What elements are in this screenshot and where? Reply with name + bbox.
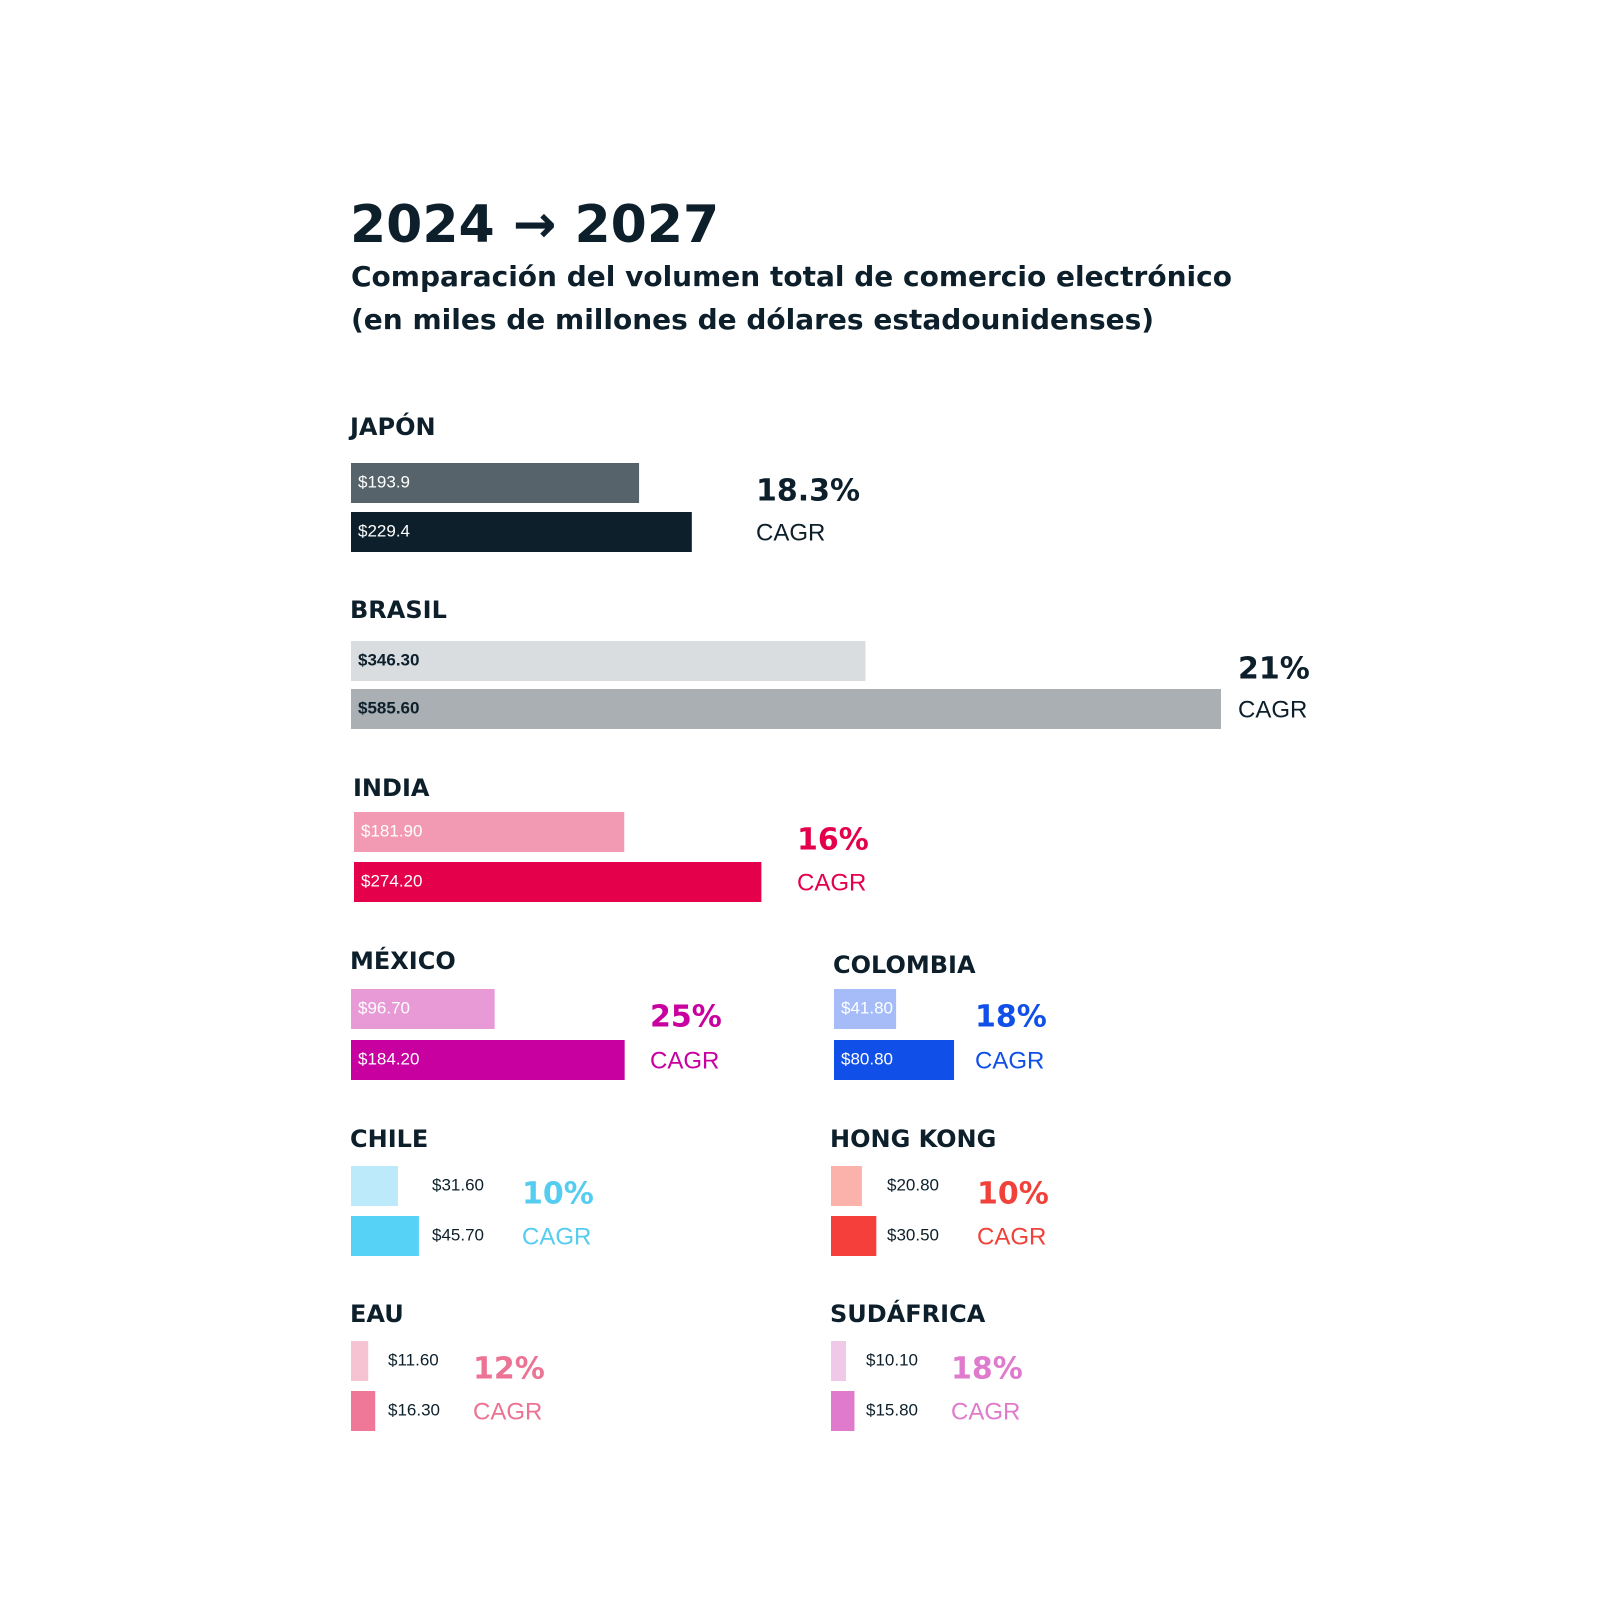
bar bbox=[351, 1216, 419, 1256]
bar bbox=[831, 1341, 847, 1381]
bar bbox=[351, 989, 495, 1029]
bar bbox=[831, 1166, 862, 1206]
panel-title: SUDÁFRICA bbox=[830, 1299, 986, 1328]
cagr-value: 18% bbox=[951, 1352, 1023, 1387]
title: 2024 → 2027 bbox=[350, 195, 719, 255]
value-label: $20.80 bbox=[887, 1175, 939, 1194]
bar bbox=[834, 1040, 955, 1080]
bar bbox=[351, 689, 1221, 729]
bar bbox=[831, 1391, 855, 1431]
value-label: $45.70 bbox=[432, 1225, 484, 1244]
subtitle: (en miles de millones de dólares estadou… bbox=[351, 303, 1154, 336]
bar bbox=[351, 1341, 369, 1381]
panel-title: INDIA bbox=[353, 774, 430, 802]
bar bbox=[351, 1391, 376, 1431]
cagr-value: 18.3% bbox=[756, 474, 860, 509]
panel-title: COLOMBIA bbox=[833, 951, 976, 979]
value-label: $184.20 bbox=[358, 1049, 419, 1068]
bar bbox=[351, 512, 692, 552]
bar bbox=[351, 463, 640, 503]
cagr-value: 10% bbox=[977, 1177, 1049, 1212]
cagr-label: CAGR bbox=[977, 1223, 1046, 1250]
value-label: $229.4 bbox=[358, 521, 410, 540]
cagr-label: CAGR bbox=[522, 1223, 591, 1250]
value-label: $16.30 bbox=[388, 1400, 440, 1419]
value-label: $346.30 bbox=[358, 650, 419, 669]
cagr-label: CAGR bbox=[951, 1398, 1020, 1425]
panel-title: EAU bbox=[350, 1300, 404, 1328]
subtitle: Comparación del volumen total de comerci… bbox=[351, 260, 1232, 293]
panel-title: HONG KONG bbox=[830, 1125, 996, 1153]
value-label: $96.70 bbox=[358, 998, 410, 1017]
bar bbox=[831, 1216, 877, 1256]
bar bbox=[354, 862, 762, 902]
cagr-label: CAGR bbox=[797, 869, 866, 896]
panel-title: JAPÓN bbox=[348, 411, 436, 441]
bar bbox=[351, 1040, 625, 1080]
value-label: $15.80 bbox=[866, 1400, 918, 1419]
value-label: $193.9 bbox=[358, 472, 410, 491]
cagr-label: CAGR bbox=[756, 519, 825, 546]
bar bbox=[351, 641, 866, 681]
bar bbox=[354, 812, 625, 852]
panel-title: BRASIL bbox=[350, 596, 447, 624]
cagr-value: 12% bbox=[473, 1352, 545, 1387]
value-label: $274.20 bbox=[361, 871, 422, 890]
cagr-value: 18% bbox=[975, 1000, 1047, 1035]
bar bbox=[834, 989, 897, 1029]
value-label: $41.80 bbox=[841, 998, 893, 1017]
bar bbox=[351, 1166, 398, 1206]
value-label: $30.50 bbox=[887, 1225, 939, 1244]
value-label: $11.60 bbox=[388, 1350, 439, 1369]
value-label: $80.80 bbox=[841, 1049, 893, 1068]
cagr-label: CAGR bbox=[1238, 696, 1307, 723]
panel-title: CHILE bbox=[350, 1125, 428, 1153]
cagr-label: CAGR bbox=[975, 1047, 1044, 1074]
cagr-value: 25% bbox=[650, 1000, 722, 1035]
cagr-label: CAGR bbox=[473, 1398, 542, 1425]
value-label: $31.60 bbox=[432, 1175, 484, 1194]
panel-title: MÉXICO bbox=[350, 946, 456, 975]
value-label: $181.90 bbox=[361, 821, 422, 840]
value-label: $10.10 bbox=[866, 1350, 918, 1369]
value-label: $585.60 bbox=[358, 698, 419, 717]
cagr-value: 16% bbox=[797, 823, 869, 858]
cagr-value: 21% bbox=[1238, 652, 1310, 687]
cagr-value: 10% bbox=[522, 1177, 594, 1212]
cagr-label: CAGR bbox=[650, 1047, 719, 1074]
